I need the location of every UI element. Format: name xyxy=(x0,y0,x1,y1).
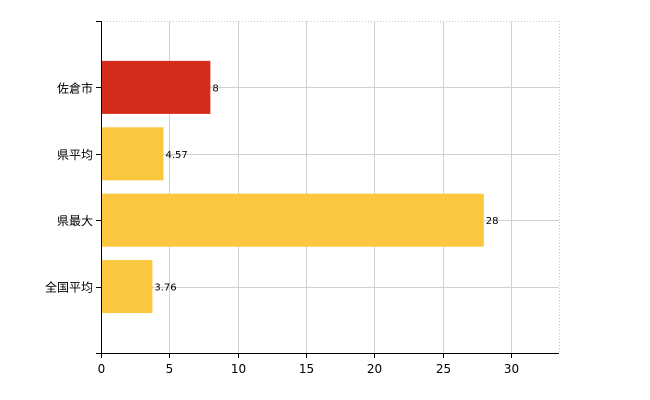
bars xyxy=(102,60,484,314)
bar-2 xyxy=(102,127,164,181)
data-label: 3.76 xyxy=(154,283,176,294)
bar-3 xyxy=(102,193,484,247)
axes xyxy=(96,21,559,358)
category-label: 佐倉市 xyxy=(57,80,93,95)
x-tick-label: 20 xyxy=(367,362,382,376)
x-tick-label: 10 xyxy=(231,362,246,376)
x-tick-label: 5 xyxy=(166,362,174,376)
data-label: 28 xyxy=(486,216,499,227)
x-tick-label: 25 xyxy=(436,362,451,376)
x-tick-label: 30 xyxy=(504,362,519,376)
data-label: 4.57 xyxy=(165,150,187,161)
category-label: 県平均 xyxy=(57,148,93,162)
x-tick-label: 0 xyxy=(98,362,106,376)
bar-4 xyxy=(102,260,153,314)
data-label: 8 xyxy=(212,83,218,94)
category-label: 全国平均 xyxy=(45,280,93,295)
category-label: 県最大 xyxy=(57,214,93,228)
x-tick-label: 15 xyxy=(299,362,314,376)
bar-1 xyxy=(102,60,211,114)
